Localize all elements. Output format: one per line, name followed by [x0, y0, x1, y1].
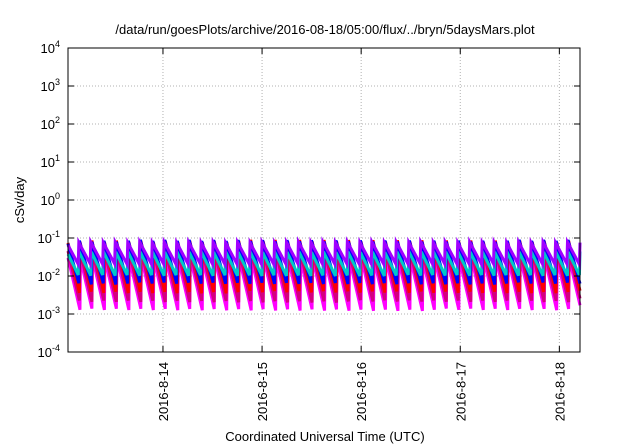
y-tick-label: 102	[41, 115, 60, 132]
y-axis-label: cSv/day	[12, 176, 27, 223]
y-tick-label: 100	[41, 191, 60, 208]
y-tick-label: 10-4	[38, 343, 60, 360]
y-tick-base: 10	[38, 345, 52, 360]
y-tick-label: 101	[41, 153, 60, 170]
y-tick-base: 10	[41, 117, 55, 132]
series-line-0	[66, 257, 582, 312]
x-tick-label: 2016-8-17	[453, 362, 468, 421]
y-tick-base: 10	[41, 155, 55, 170]
y-tick-base: 10	[41, 41, 55, 56]
y-tick-exponent: 1	[55, 153, 60, 163]
y-tick-label: 104	[41, 39, 60, 56]
x-tick-group: 2016-8-14 2016-8-15 2016-8-16 2016-8-17 2016…	[156, 48, 567, 421]
y-tick-base: 10	[41, 193, 55, 208]
chart-title: /data/run/goesPlots/archive/2016-08-18/0…	[115, 22, 535, 37]
x-tick-label: 2016-8-18	[552, 362, 567, 421]
series-group	[66, 235, 582, 312]
y-tick-label: 10-2	[38, 267, 60, 284]
x-tick-label: 2016-8-14	[156, 362, 171, 421]
y-tick-exponent: 0	[55, 191, 60, 201]
y-tick-label: 10-1	[38, 229, 60, 246]
y-tick-base: 10	[38, 307, 52, 322]
y-tick-label: 103	[41, 77, 60, 94]
y-tick-exponent: -1	[52, 229, 60, 239]
y-tick-exponent: 4	[55, 39, 60, 49]
y-tick-base: 10	[38, 269, 52, 284]
y-tick-exponent: 3	[55, 77, 60, 87]
y-tick-base: 10	[41, 79, 55, 94]
x-axis-label: Coordinated Universal Time (UTC)	[225, 429, 424, 444]
x-tick-label: 2016-8-15	[255, 362, 270, 421]
y-tick-exponent: -4	[52, 343, 60, 353]
y-tick-exponent: 2	[55, 115, 60, 125]
y-tick-exponent: -2	[52, 267, 60, 277]
y-tick-label: 10-3	[38, 305, 60, 322]
y-tick-base: 10	[38, 231, 52, 246]
y-tick-exponent: -3	[52, 305, 60, 315]
x-tick-label: 2016-8-16	[354, 362, 369, 421]
series-line-5	[66, 235, 582, 271]
